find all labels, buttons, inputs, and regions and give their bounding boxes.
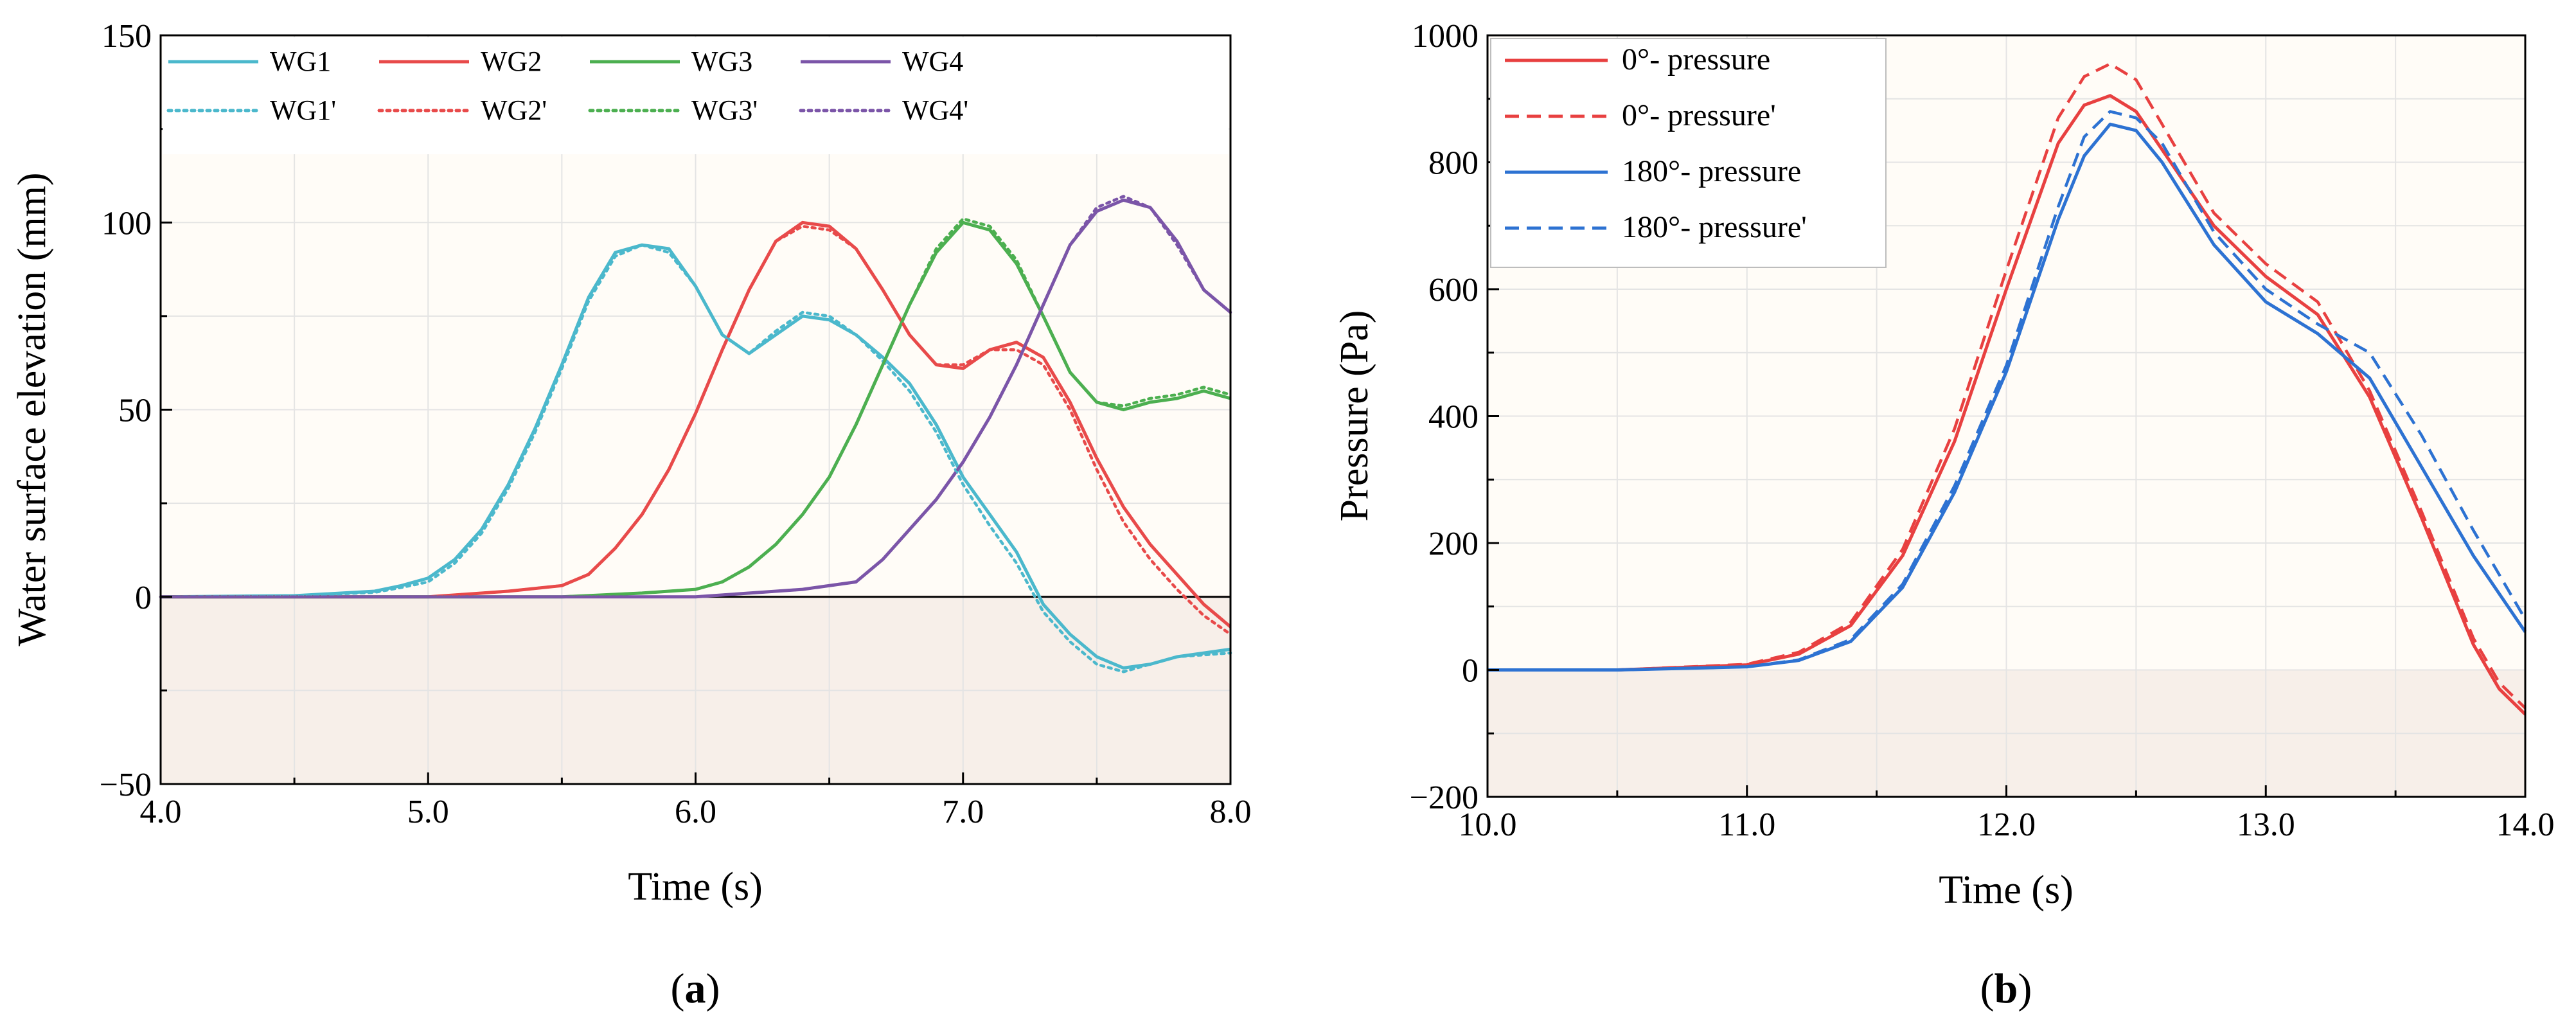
panel-b-xlabel: Time (s) [1939, 868, 2074, 912]
y-tick-label: 100 [102, 205, 152, 242]
panel-a-series-group [159, 195, 1232, 673]
y-tick-label: 0 [1462, 653, 1479, 690]
series-line-180-pressure [1488, 110, 2527, 672]
panel-b-series-group [1488, 62, 2527, 716]
series-line-0-pressure [1488, 94, 2527, 716]
x-tick-label: 4.0 [140, 794, 182, 830]
legend-label: WG2 [481, 46, 542, 77]
panel-a-label: (a) [671, 965, 720, 1012]
x-tick-label: 7.0 [942, 794, 984, 830]
y-tick-label: 1000 [1412, 18, 1479, 55]
y-tick-label: 600 [1428, 272, 1479, 308]
x-tick-label: 14.0 [2496, 807, 2555, 843]
legend-label: WG1 [270, 46, 331, 77]
panel-a-xlabel: Time (s) [628, 865, 763, 909]
y-tick-label: 50 [118, 393, 152, 429]
x-tick-label: 6.0 [675, 794, 716, 830]
x-tick-label: 8.0 [1210, 794, 1252, 830]
panel-a-label-letter: a [685, 965, 706, 1012]
x-tick-label: 11.0 [1718, 807, 1775, 843]
legend-box [1490, 38, 1887, 268]
panel-b-ticks: 10.0 11.0 12.0 13.0 14.0 −200 0 200 400 600 800 100… [1410, 18, 2555, 843]
y-tick-label: 150 [102, 18, 152, 55]
legend-label: WG4 [902, 46, 963, 77]
panel-a-chart: 4.0 5.0 6.0 7.0 8.0 −50 0 50 100 150 WG1 WG2 WG3 WG4… [10, 18, 1252, 1012]
panel-b-chart: 10.0 11.0 12.0 13.0 14.0 −200 0 200 400 600 800 100… [1333, 18, 2555, 1012]
series-line-wg1 [159, 243, 1232, 673]
legend-box [163, 37, 1229, 154]
legend-label: 180°- pressure' [1622, 210, 1807, 244]
y-tick-label: 800 [1428, 145, 1479, 182]
legend-label: WG2' [481, 94, 547, 126]
y-tick-label: 400 [1428, 399, 1479, 436]
panel-a-ticks: 4.0 5.0 6.0 7.0 8.0 −50 0 50 100 150 [100, 18, 1252, 830]
panel-a-legend: WG1 WG2 WG3 WG4 WG1' WG2' WG3' WG4' [163, 37, 1229, 154]
panel-a-ylabel: Water surface elevation (mm) [10, 173, 54, 646]
x-tick-label: 10.0 [1459, 807, 1517, 843]
y-tick-label: −200 [1410, 780, 1479, 816]
y-tick-label: 200 [1428, 526, 1479, 562]
panel-b-ylabel: Pressure (Pa) [1333, 310, 1376, 522]
legend-label: WG1' [270, 94, 336, 126]
series-line-180-pressure [1488, 122, 2527, 672]
legend-label: 0°- pressure' [1622, 98, 1776, 132]
x-tick-label: 5.0 [407, 794, 449, 830]
y-tick-label: −50 [100, 767, 152, 803]
series-line-wg1 [160, 243, 1231, 670]
series-line-wg3 [159, 217, 1232, 599]
panel-b-label: (b) [1980, 965, 2032, 1012]
x-tick-label: 13.0 [2237, 807, 2295, 843]
series-line-0-pressure [1488, 62, 2527, 709]
y-tick-label: 0 [135, 580, 152, 616]
panel-b-legend: 0°- pressure 0°- pressure' 180°- pressure 1… [1490, 38, 1887, 268]
legend-label: 0°- pressure [1622, 42, 1770, 76]
legend-label: WG3 [691, 46, 752, 77]
series-line-wg4 [159, 195, 1232, 599]
legend-label: 180°- pressure [1622, 154, 1801, 188]
panel-b-label-letter: b [1994, 965, 2018, 1012]
legend-label: WG3' [691, 94, 758, 126]
legend-label: WG4' [902, 94, 968, 126]
x-tick-label: 12.0 [1977, 807, 2036, 843]
series-line-wg2 [159, 224, 1232, 636]
